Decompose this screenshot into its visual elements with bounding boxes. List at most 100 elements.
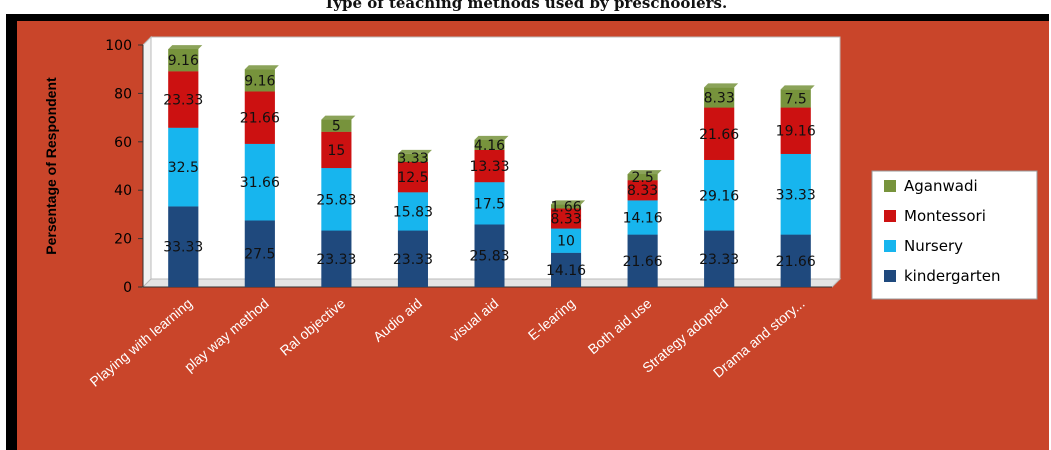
data-label: 33.33 bbox=[776, 187, 816, 203]
x-tick-label: E-learing bbox=[525, 295, 578, 343]
bar-segment bbox=[397, 230, 428, 287]
data-label: 8.33 bbox=[550, 211, 581, 227]
x-tick-label: Both aid use bbox=[585, 295, 655, 357]
y-axis-title: Persentage of Respondent bbox=[43, 77, 59, 255]
bar-top-cap bbox=[474, 135, 509, 140]
legend-swatch bbox=[884, 210, 896, 222]
legend-swatch bbox=[884, 180, 896, 192]
data-label: 23.33 bbox=[316, 252, 356, 268]
y-tick-label: 80 bbox=[114, 86, 132, 102]
data-label: 32.5 bbox=[168, 160, 199, 176]
plot-side-wall bbox=[142, 35, 152, 289]
data-label: 25.83 bbox=[469, 249, 509, 265]
data-label: 33.33 bbox=[163, 240, 203, 256]
data-label: 27.5 bbox=[244, 247, 275, 263]
data-label: 21.66 bbox=[240, 111, 280, 127]
bar-segment bbox=[321, 119, 352, 132]
bar-segment bbox=[168, 49, 199, 72]
y-tick-label: 20 bbox=[114, 232, 132, 248]
data-label: 3.33 bbox=[397, 151, 428, 167]
bar-top-cap bbox=[704, 83, 739, 88]
bar-segment bbox=[704, 230, 735, 287]
bar-segment bbox=[704, 107, 735, 160]
data-label: 17.5 bbox=[474, 196, 505, 212]
bar-top-cap bbox=[780, 85, 815, 90]
bar-segment bbox=[474, 224, 505, 287]
bar-top-cap bbox=[627, 170, 662, 175]
legend-swatch bbox=[884, 270, 896, 282]
bar-segment bbox=[244, 91, 275, 144]
data-label: 9.16 bbox=[168, 53, 199, 69]
data-label: 8.33 bbox=[704, 90, 735, 106]
bar-top-cap bbox=[321, 115, 356, 120]
bar-top-cap bbox=[244, 65, 279, 70]
x-tick-label: Ral objective bbox=[277, 295, 349, 359]
bar-segment bbox=[627, 200, 658, 235]
data-label: 12.5 bbox=[397, 170, 428, 186]
data-label: 9.16 bbox=[244, 73, 275, 89]
bar-segment bbox=[627, 234, 658, 287]
data-label: 21.66 bbox=[776, 254, 816, 270]
bar-top-cap bbox=[397, 149, 432, 154]
data-label: 25.83 bbox=[316, 192, 356, 208]
data-label: 8.33 bbox=[627, 183, 658, 199]
bar-segment bbox=[704, 87, 735, 108]
data-label: 14.16 bbox=[546, 263, 586, 279]
legend-swatch bbox=[884, 240, 896, 252]
bar-segment bbox=[780, 234, 811, 287]
bar-segment bbox=[551, 252, 582, 287]
bar-segment bbox=[780, 89, 811, 108]
data-label: 19.16 bbox=[776, 124, 816, 140]
bar-segment bbox=[474, 139, 505, 150]
bar-segment bbox=[474, 149, 505, 183]
data-label: 23.33 bbox=[163, 92, 203, 108]
bar-segment bbox=[321, 230, 352, 287]
bar-segment bbox=[244, 220, 275, 287]
bar-segment bbox=[397, 192, 428, 231]
bar-segment bbox=[627, 174, 658, 181]
data-label: 15.83 bbox=[393, 204, 433, 220]
data-label: 1.66 bbox=[550, 199, 581, 215]
data-label: 13.33 bbox=[469, 159, 509, 175]
bar-segment bbox=[244, 69, 275, 92]
bar-top-cap bbox=[551, 200, 586, 205]
bar-segment bbox=[244, 143, 275, 221]
y-tick-label: 0 bbox=[123, 280, 132, 296]
bar-top-cap bbox=[168, 45, 203, 50]
bar-segment bbox=[474, 182, 505, 225]
data-label: 23.33 bbox=[393, 252, 433, 268]
y-tick-label: 60 bbox=[114, 135, 132, 151]
bar-segment bbox=[551, 228, 582, 253]
x-tick-label: Playing with learning bbox=[87, 295, 196, 390]
bar-segment bbox=[168, 71, 199, 128]
bar-segment bbox=[321, 168, 352, 231]
data-label: 31.66 bbox=[240, 175, 280, 191]
data-label: 10 bbox=[557, 234, 575, 250]
bar-segment bbox=[397, 161, 428, 193]
bar-segment bbox=[704, 159, 735, 231]
legend-box bbox=[871, 170, 1038, 300]
bar-segment bbox=[397, 153, 428, 162]
bar-segment bbox=[321, 131, 352, 169]
data-label: 29.16 bbox=[699, 188, 739, 204]
legend-label: Nursery bbox=[904, 237, 963, 255]
data-label: 21.66 bbox=[623, 254, 663, 270]
data-label: 5 bbox=[332, 119, 341, 135]
data-label: 7.5 bbox=[785, 91, 807, 107]
y-tick-label: 40 bbox=[114, 183, 132, 199]
y-tick-label: 100 bbox=[105, 38, 132, 54]
bar-segment bbox=[551, 208, 582, 229]
legend-label: kindergarten bbox=[904, 267, 1001, 285]
bar-segment bbox=[551, 204, 582, 209]
bar-segment bbox=[168, 127, 199, 207]
bar-segment bbox=[780, 107, 811, 154]
data-label: 23.33 bbox=[699, 252, 739, 268]
data-label: 14.16 bbox=[623, 210, 663, 226]
bar-segment bbox=[168, 206, 199, 287]
x-tick-label: visual aid bbox=[446, 295, 501, 345]
legend-label: Aganwadi bbox=[904, 177, 978, 195]
bar-segment bbox=[627, 180, 658, 201]
legend-label: Montessori bbox=[904, 207, 986, 225]
bar-segment bbox=[780, 153, 811, 235]
